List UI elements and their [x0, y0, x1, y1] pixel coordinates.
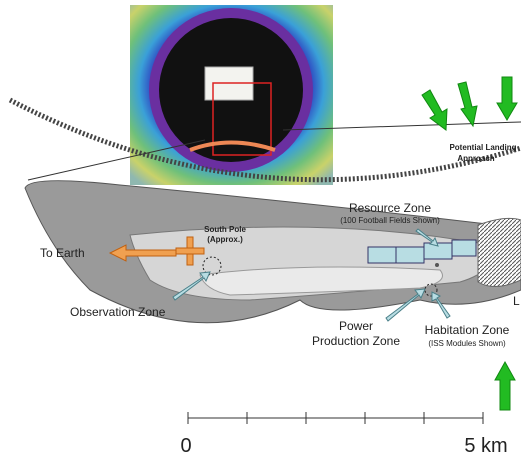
habitation-note: (ISS Modules Shown)	[428, 339, 506, 348]
pole-label: South Pole(Approx.)	[204, 225, 246, 244]
resource-note: (100 Football Fields Shown)	[340, 216, 440, 225]
scale-bar	[188, 412, 483, 424]
scale-end: 5 km	[464, 435, 507, 457]
resource-label: Resource Zone	[349, 201, 431, 215]
observation-label: Observation Zone	[70, 305, 166, 319]
earth-label: To Earth	[40, 246, 85, 260]
habitation-label: Habitation Zone	[425, 323, 510, 337]
scale-start: 0	[180, 435, 191, 457]
ridge	[478, 218, 521, 286]
diagram: Potential LandingApproach Resource Zone …	[0, 0, 521, 459]
module	[435, 263, 439, 267]
edge-label: L	[513, 294, 520, 308]
